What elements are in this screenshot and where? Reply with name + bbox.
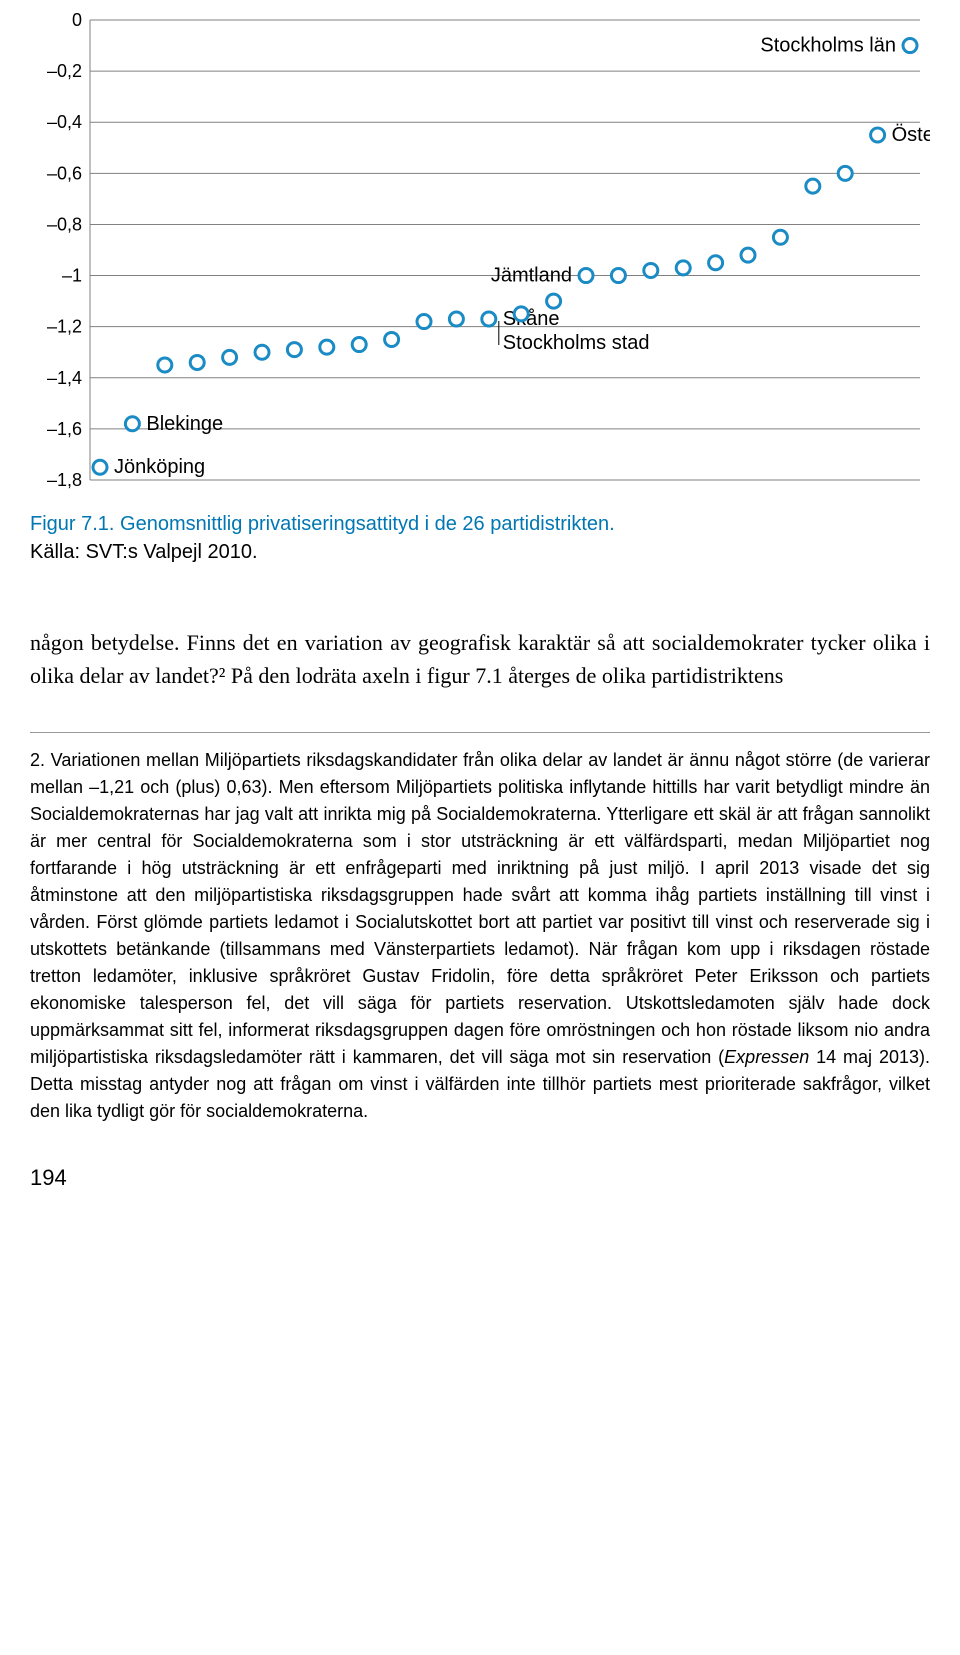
svg-text:Östergötland: Östergötland xyxy=(892,124,930,146)
svg-text:–1,2: –1,2 xyxy=(47,317,82,337)
svg-text:Blekinge: Blekinge xyxy=(146,413,223,435)
body-paragraph: någon betydelse. Finns det en variation … xyxy=(30,626,930,692)
svg-text:–1,4: –1,4 xyxy=(47,368,82,388)
page-number: 194 xyxy=(30,1165,930,1191)
footnote-italic: Expressen xyxy=(724,1047,809,1067)
figure-title: Genomsnittlig privatiseringsattityd i de… xyxy=(120,513,615,535)
scatter-chart: 0 –0,2 –0,4 –0,6 –0,8 –1 –1,2 –1,4 –1,6 –1,8 Jönkö… xyxy=(30,10,930,490)
svg-text:–0,4: –0,4 xyxy=(47,112,82,132)
svg-text:–0,2: –0,2 xyxy=(47,61,82,81)
figure-source: Källa: SVT:s Valpejl 2010. xyxy=(30,541,258,563)
svg-text:Skåne: Skåne xyxy=(503,308,560,330)
figure-caption: Figur 7.1. Genomsnittlig privatiseringsa… xyxy=(30,510,930,566)
svg-text:0: 0 xyxy=(72,10,82,30)
figure-number: Figur 7.1. xyxy=(30,513,114,535)
svg-text:–0,8: –0,8 xyxy=(47,214,82,234)
footnote-number: 2. xyxy=(30,750,45,770)
footnote-text-1: Variationen mellan Miljöpartiets riksdag… xyxy=(30,750,930,1067)
svg-text:Stockholms län: Stockholms län xyxy=(760,35,896,57)
svg-text:Jämtland: Jämtland xyxy=(491,265,572,287)
chart-svg: 0 –0,2 –0,4 –0,6 –0,8 –1 –1,2 –1,4 –1,6 –1,8 Jönkö… xyxy=(30,10,930,490)
footnote: 2. Variationen mellan Miljöpartiets riks… xyxy=(30,747,930,1125)
svg-text:–1,6: –1,6 xyxy=(47,419,82,439)
svg-text:Stockholms stad: Stockholms stad xyxy=(503,332,650,354)
svg-text:–0,6: –0,6 xyxy=(47,163,82,183)
svg-text:Jönköping: Jönköping xyxy=(114,456,205,478)
footnote-rule xyxy=(30,732,930,733)
svg-text:–1,8: –1,8 xyxy=(47,470,82,490)
svg-text:–1: –1 xyxy=(62,266,82,286)
